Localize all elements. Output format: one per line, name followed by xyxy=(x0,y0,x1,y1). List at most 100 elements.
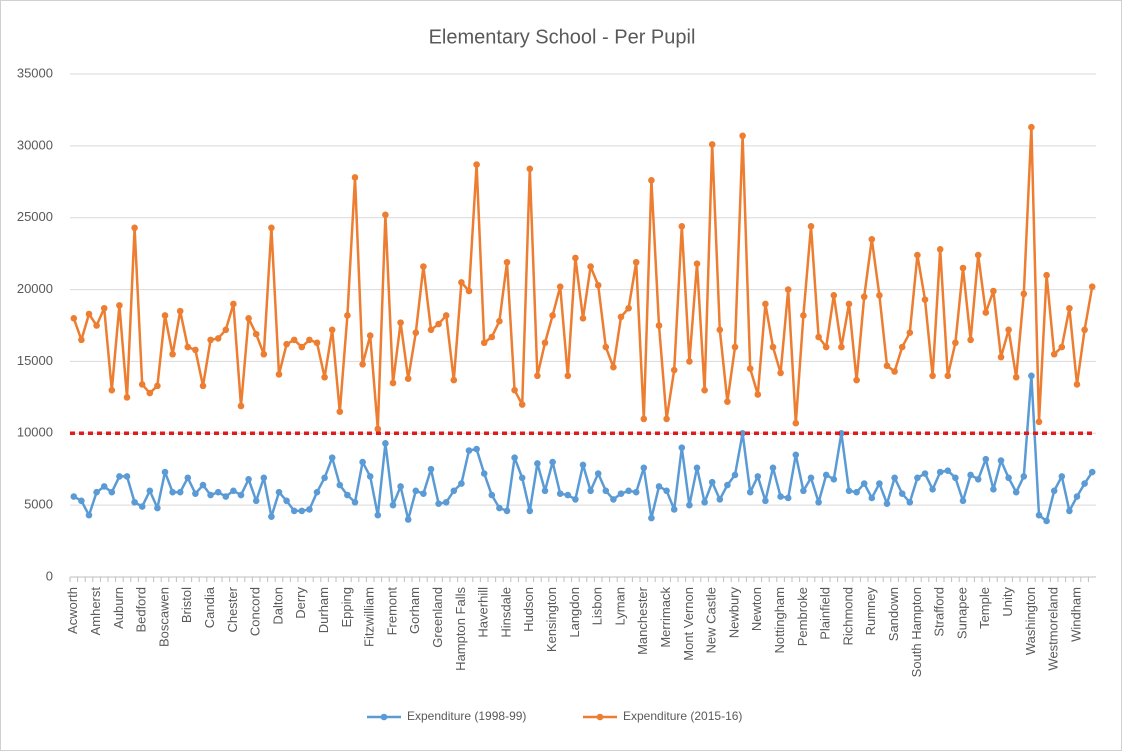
point xyxy=(594,470,602,477)
point xyxy=(450,487,458,495)
point xyxy=(420,263,427,270)
legend-label: Expenditure (1998-99) xyxy=(407,709,526,723)
point xyxy=(435,320,442,328)
x-tick-label: Plainfield xyxy=(818,587,833,640)
point xyxy=(260,350,268,358)
point xyxy=(936,468,944,476)
point xyxy=(655,483,663,490)
point xyxy=(169,488,176,496)
point xyxy=(655,322,663,329)
point xyxy=(404,516,412,523)
point xyxy=(404,375,412,382)
point xyxy=(534,372,541,380)
point xyxy=(138,381,146,388)
point xyxy=(708,478,716,486)
point xyxy=(496,317,503,325)
point xyxy=(921,470,929,477)
point xyxy=(1012,373,1020,381)
point xyxy=(731,343,739,351)
point xyxy=(587,487,594,495)
point xyxy=(556,490,564,497)
point xyxy=(807,474,815,482)
point xyxy=(724,481,731,489)
point xyxy=(693,260,701,268)
point xyxy=(959,264,967,272)
point xyxy=(1073,493,1081,500)
x-tick-label: Chester xyxy=(225,586,240,632)
point xyxy=(906,329,914,336)
point xyxy=(845,487,853,495)
point xyxy=(853,376,860,384)
point xyxy=(1073,381,1081,388)
x-tick-label: Richmond xyxy=(840,587,855,646)
x-tick-label: Merrimack xyxy=(658,587,673,648)
point xyxy=(541,487,549,495)
point xyxy=(891,474,898,482)
point xyxy=(579,315,587,322)
point xyxy=(78,336,85,344)
point xyxy=(944,372,952,380)
point xyxy=(876,480,883,487)
point xyxy=(883,362,891,370)
point xyxy=(625,487,632,495)
chart-title: Elementary School - Per Pupil xyxy=(429,26,696,48)
point xyxy=(328,326,336,334)
point xyxy=(473,445,480,453)
point xyxy=(116,302,123,309)
point xyxy=(1066,304,1073,312)
point xyxy=(207,491,214,499)
point xyxy=(1028,123,1035,131)
point xyxy=(579,461,587,469)
point xyxy=(313,339,321,347)
point xyxy=(328,454,336,462)
point xyxy=(192,490,199,497)
point xyxy=(952,474,959,482)
point xyxy=(632,258,640,266)
point xyxy=(503,258,511,266)
x-tick-label: Epping xyxy=(339,587,354,627)
point xyxy=(670,506,678,513)
point xyxy=(154,504,161,512)
x-tick-label: Sandown xyxy=(886,587,901,641)
point xyxy=(807,223,815,230)
point xyxy=(1050,487,1058,495)
point xyxy=(754,391,762,398)
point xyxy=(192,346,199,354)
point xyxy=(526,165,534,173)
x-tick-label: Newton xyxy=(749,587,764,631)
point xyxy=(769,464,777,472)
point xyxy=(610,496,617,503)
point xyxy=(290,507,298,515)
point xyxy=(830,292,838,299)
point xyxy=(374,511,382,519)
point xyxy=(1012,488,1020,496)
point xyxy=(169,350,176,358)
point xyxy=(480,470,488,477)
x-tick-label: Auburn xyxy=(111,587,126,629)
point xyxy=(572,254,579,262)
point xyxy=(412,329,420,336)
x-tick-label: Concord xyxy=(248,587,263,636)
y-tick-label: 0 xyxy=(46,568,53,583)
x-tick-label: Acworth xyxy=(65,587,80,634)
point xyxy=(465,447,473,454)
point xyxy=(427,465,435,473)
point xyxy=(511,454,518,462)
point xyxy=(868,494,876,502)
point xyxy=(1081,480,1088,487)
legend-marker xyxy=(380,713,388,721)
point xyxy=(78,497,85,505)
point xyxy=(610,363,617,371)
point xyxy=(602,343,610,351)
x-tick-label: Durham xyxy=(316,587,331,633)
point xyxy=(298,507,306,515)
point xyxy=(230,300,237,308)
x-tick-label: Lisbon xyxy=(590,587,605,625)
point xyxy=(184,343,192,351)
point xyxy=(891,368,898,375)
point xyxy=(146,487,154,495)
point xyxy=(898,490,906,497)
point xyxy=(640,415,648,423)
point xyxy=(1043,517,1050,525)
point xyxy=(359,458,366,466)
